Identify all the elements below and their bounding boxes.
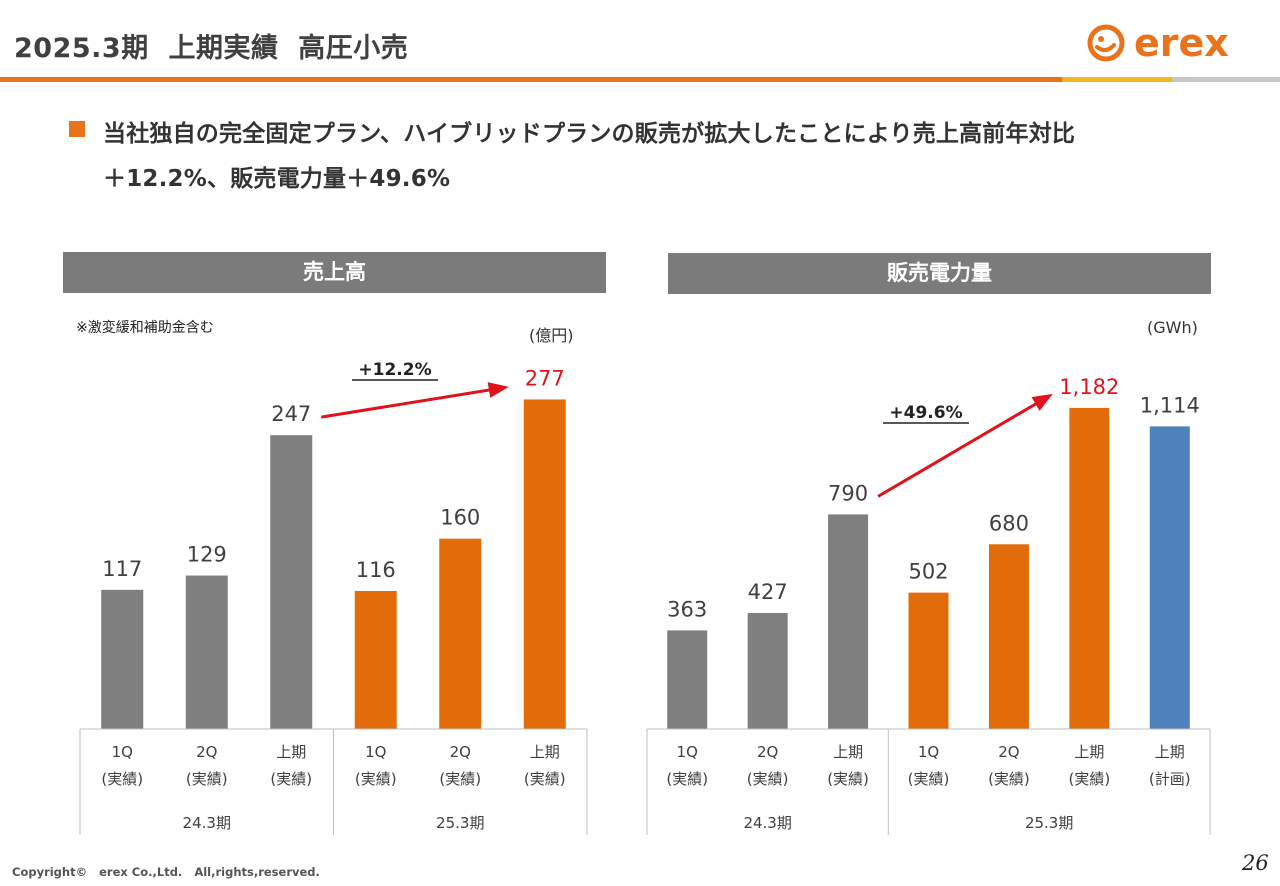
volume-category-label-0-0: 1Q	[677, 743, 698, 761]
page-number: 26	[1242, 851, 1269, 875]
erex-logo: erex	[1087, 21, 1229, 65]
sales-value-label-4: 160	[440, 506, 480, 530]
volume-category-label-0-1: (実績)	[666, 770, 708, 788]
sales-category-label-0-0: 1Q	[112, 743, 133, 761]
sales-category-label-5-1: (実績)	[524, 770, 566, 788]
sales-category-label-4-0: 2Q	[450, 743, 471, 761]
volume-growth-arrow-head-icon	[1031, 393, 1053, 411]
sales-category-label-3-1: (実績)	[355, 770, 397, 788]
volume-category-label-4-1: (実績)	[988, 770, 1030, 788]
volume-bar-chart: 363 1Q (実績) 427 2Q (実績) 790 上期 (実績) 502 1Q (実績) 680 2…	[646, 375, 1211, 835]
sales-value-label-0: 117	[102, 557, 142, 581]
sales-category-label-1-0: 2Q	[196, 743, 217, 761]
volume-chart-unit: (GWh)	[1147, 318, 1198, 337]
volume-category-label-3-0: 1Q	[918, 743, 939, 761]
volume-category-label-1-0: 2Q	[757, 743, 778, 761]
volume-group-label-0: 24.3期	[743, 814, 791, 832]
header-rule-grey	[1172, 77, 1280, 82]
sales-growth-arrow-line	[321, 385, 505, 419]
sales-group-label-1: 25.3期	[436, 814, 484, 832]
sales-category-label-3-0: 1Q	[365, 743, 386, 761]
sales-category-label-2-1: (実績)	[270, 770, 312, 788]
bullet-square-icon	[69, 121, 85, 137]
headline-line-1: 当社独自の完全固定プラン、ハイブリッドプランの販売が拡大したことにより売上高前年…	[103, 121, 1076, 147]
header-rule-yellow	[1062, 77, 1172, 82]
volume-category-label-3-1: (実績)	[908, 770, 950, 788]
volume-growth-annotation: +49.6%	[889, 403, 962, 423]
sales-growth-annotation: +12.2%	[358, 360, 431, 380]
volume-value-label-2: 790	[828, 481, 868, 505]
volume-bar-1	[747, 613, 788, 729]
sales-value-label-2: 247	[271, 402, 311, 426]
volume-value-label-3: 502	[908, 560, 948, 584]
sales-category-label-4-1: (実績)	[439, 770, 481, 788]
sales-bar-chart: 117 1Q (実績) 129 2Q (実績) 247 上期 (実績) 116 1Q (実績) 160 2…	[79, 360, 588, 835]
header-rule-orange	[0, 77, 1062, 82]
logo-mark-icon	[1087, 24, 1125, 62]
sales-chart-note: ※激変緩和補助金含む	[76, 320, 214, 336]
sales-chart-unit: (億円)	[529, 326, 574, 345]
sales-category-label-0-1: (実績)	[101, 770, 143, 788]
volume-category-label-4-0: 2Q	[998, 743, 1019, 761]
volume-value-label-5: 1,182	[1059, 375, 1119, 399]
volume-category-label-2-1: (実績)	[827, 770, 869, 788]
volume-value-label-1: 427	[748, 580, 788, 604]
sales-value-label-5: 277	[525, 366, 565, 390]
page-title: 2025.3期 上期実績 高圧小売	[14, 33, 409, 64]
volume-chart-header: 販売電力量	[668, 253, 1211, 294]
sales-bar-3	[354, 591, 397, 729]
volume-bar-4	[988, 544, 1029, 729]
sales-chart-header: 売上高	[63, 252, 606, 293]
volume-group-label-1: 25.3期	[1025, 814, 1073, 832]
sales-category-label-2-0: 上期	[276, 743, 306, 761]
sales-value-label-3: 116	[356, 558, 396, 582]
sales-group-label-0: 24.3期	[183, 814, 231, 832]
volume-value-label-4: 680	[989, 511, 1029, 535]
sales-growth-arrow-head-icon	[487, 382, 509, 398]
volume-bar-3	[908, 592, 949, 729]
volume-value-label-0: 363	[667, 597, 707, 621]
volume-category-label-6-0: 上期	[1155, 743, 1185, 761]
volume-category-label-6-1: (計画)	[1149, 770, 1191, 788]
sales-category-label-5-0: 上期	[530, 743, 560, 761]
volume-value-label-6: 1,114	[1140, 393, 1200, 417]
sales-bar-0	[101, 589, 144, 729]
volume-bar-5	[1069, 407, 1110, 729]
volume-bar-6	[1149, 426, 1190, 729]
volume-bar-2	[828, 514, 869, 729]
volume-bar-0	[667, 630, 708, 729]
volume-category-label-5-1: (実績)	[1068, 770, 1110, 788]
sales-bar-2	[270, 435, 313, 729]
sales-bar-4	[439, 538, 482, 729]
volume-category-label-1-1: (実績)	[747, 770, 789, 788]
logo-wordmark: erex	[1134, 21, 1229, 65]
headline-line-2: ＋12.2%、販売電力量＋49.6%	[103, 166, 451, 192]
sales-bar-5	[523, 399, 566, 729]
volume-growth-arrow-line	[877, 394, 1051, 498]
sales-category-label-1-1: (実績)	[186, 770, 228, 788]
sales-bar-1	[185, 575, 228, 729]
sales-value-label-1: 129	[187, 543, 227, 567]
volume-category-label-5-0: 上期	[1074, 743, 1104, 761]
volume-category-label-2-0: 上期	[833, 743, 863, 761]
copyright-text: Copyright© erex Co.,Ltd. All,rights,rese…	[12, 865, 320, 879]
